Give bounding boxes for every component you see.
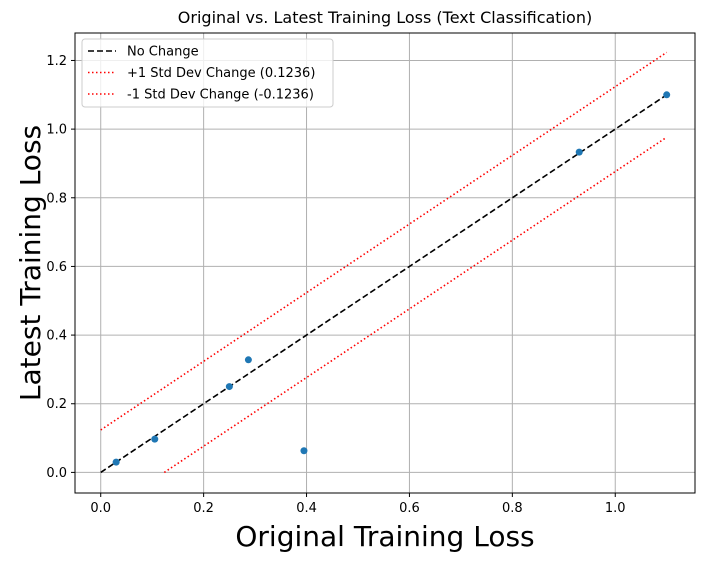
data-point — [244, 356, 252, 364]
series-line-1 — [100, 51, 668, 431]
data-point — [663, 91, 671, 99]
legend-label: -1 Std Dev Change (-0.1236) — [127, 88, 314, 103]
y-tick-label: 0.2 — [46, 397, 67, 412]
x-axis-label: Original Training Loss — [235, 520, 534, 553]
y-tick-label: 1.2 — [46, 54, 67, 69]
x-tick-label: 0.0 — [90, 501, 111, 516]
data-point — [151, 435, 159, 443]
data-point — [300, 447, 308, 455]
y-tick-label: 0.6 — [46, 260, 67, 275]
y-axis-label: Latest Training Loss — [14, 125, 47, 401]
plot-frame — [74, 32, 696, 494]
legend-box — [81, 38, 334, 108]
y-tick-label: 0.8 — [46, 191, 67, 206]
grid — [75, 33, 695, 493]
x-tick-label: 0.4 — [296, 501, 317, 516]
y-tick-label: 0.4 — [46, 329, 67, 344]
data-point — [112, 458, 120, 466]
series-line-0 — [100, 94, 668, 474]
tick-labels: 0.0 0.2 0.4 0.6 0.8 1.0 0.0 0.2 0.4 0.6 0.8 1.0 1.2 — [46, 54, 625, 516]
x-tick-label: 1.0 — [605, 501, 626, 516]
x-tick-label: 0.8 — [502, 501, 523, 516]
x-tick-label: 0.2 — [193, 501, 214, 516]
y-tick-label: 0.0 — [46, 466, 67, 481]
chart-title: Original vs. Latest Training Loss (Text … — [178, 8, 592, 27]
x-tick-label: 0.6 — [399, 501, 420, 516]
data-point — [575, 148, 583, 156]
plot-series — [100, 51, 671, 474]
legend-label: No Change — [127, 45, 199, 60]
legend: No Change +1 Std Dev Change (0.1236) -1 St… — [81, 38, 334, 108]
series-line-2 — [163, 136, 668, 474]
data-point — [225, 383, 233, 391]
legend-label: +1 Std Dev Change (0.1236) — [127, 66, 315, 81]
y-tick-label: 1.0 — [46, 123, 67, 138]
